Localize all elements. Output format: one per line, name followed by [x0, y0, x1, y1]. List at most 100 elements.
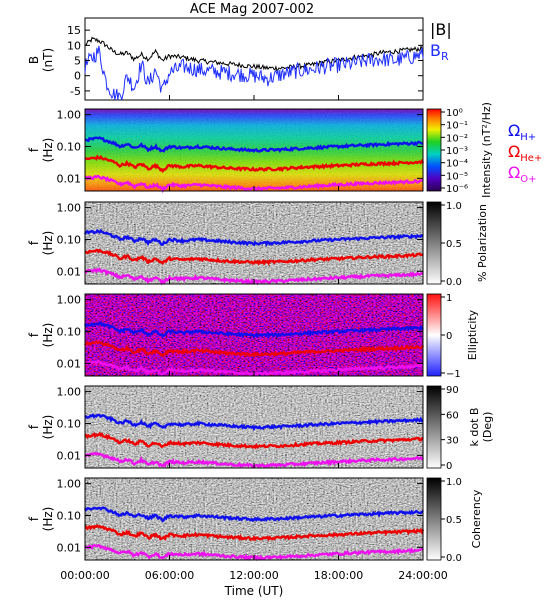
colorbar-tick-label: 10⁻³ [446, 146, 468, 157]
x-tick-label: 24:00:00 [398, 569, 447, 582]
colorbar-tick-label: 10⁰ [446, 108, 463, 119]
ellipticity-gyro-h [83, 321, 424, 339]
coherency-y-tick-label: 1.00 [57, 478, 82, 491]
intensity-gyro-he [84, 154, 425, 174]
colorbar-tick-label: 10⁻¹ [446, 121, 468, 132]
polarization-gyro-h [83, 228, 424, 247]
x-axis-ticks: 00:00:00 06:00:00 12:00:00 18:00:00 24:00:00 [60, 95, 448, 582]
colorbar-tick-label: 10⁻⁶ [446, 184, 468, 195]
coherency-gyro-he [84, 524, 425, 542]
field-y-tick-label: 15 [67, 24, 81, 37]
field-y-ticks: -5 0 5 10 15 [67, 24, 423, 98]
colorbar-tick-label: 90 [446, 385, 459, 396]
ellipticity-y-tick-label: 0.01 [57, 357, 82, 370]
colorbar-label-kdotb: k dot B [468, 408, 481, 447]
colorbar-label-kdotb-unit: (Deg) [481, 412, 494, 443]
ellipticity-ylabel-unit: (Hz) [41, 323, 55, 348]
x-tick-label: 06:00:00 [145, 569, 194, 582]
coherency-y-tick-label: 0.01 [57, 541, 82, 554]
polarization-y-tick-label: 0.10 [57, 233, 82, 246]
coherency-gyro-h [83, 506, 424, 523]
intensity-ylabel-f: f [27, 147, 41, 152]
polarization-overlay: 0.01 0.10 1.00 f (Hz) [27, 201, 424, 286]
colorbar-tick-label: 0 [446, 331, 452, 342]
colorbar-tick-label: 0 [446, 461, 452, 472]
field-series-total [84, 36, 424, 72]
x-tick-label: 12:00:00 [229, 569, 278, 582]
colorbar-tick-label: 10⁻² [446, 133, 468, 144]
field-y-tick-label: 10 [67, 39, 81, 52]
coherency-ylabel-f: f [27, 516, 41, 521]
polarization-ylabel-unit: (Hz) [41, 231, 55, 256]
field-ylabel-b: B [27, 56, 41, 64]
gyro-legend: ΩH+ ΩHe+ ΩO+ [508, 121, 542, 185]
kdotb-y-tick-label: 1.00 [57, 386, 82, 399]
colorbar-label-ellipticity: Ellipticity [466, 309, 479, 360]
polarization-gyro-he [84, 248, 424, 266]
colorbar-tick-label: 10⁻⁴ [446, 159, 468, 170]
colorbar-tick-label: 1.0 [446, 201, 462, 212]
colorbar-intensity [426, 108, 442, 192]
colorbar-kdotb [426, 385, 442, 469]
coherency-ylabel-unit: (Hz) [41, 507, 55, 532]
colorbar-tick-label: 0.0 [446, 553, 462, 564]
colorbar-tick-label: 0.5 [446, 515, 462, 526]
colorbar-tick-label: 30 [446, 436, 459, 447]
polarization-y-tick-label: 0.01 [57, 265, 82, 278]
intensity-gyro-h [84, 136, 424, 154]
intensity-y-tick-label: 0.01 [57, 172, 82, 185]
kdotb-overlay: 0.01 0.10 1.00 f (Hz) [27, 385, 424, 469]
intensity-panel [85, 109, 423, 191]
colorbar-label-polarization: % Polarization [476, 204, 489, 282]
field-y-tick-label: 5 [74, 55, 81, 68]
colorbar-label-coherency: Coherency [470, 489, 483, 548]
legend-proton-gyro: ΩH+ [508, 121, 536, 143]
colorbar-tick-label: 1 [446, 293, 452, 304]
field-ylabel-unit: (nT) [41, 48, 55, 72]
ellipticity-overlay: 0.01 0.10 1.00 f (Hz) [27, 293, 425, 377]
colorbar-ellipticity [426, 293, 442, 377]
field-series-radial [84, 45, 424, 101]
field-series-group [84, 36, 424, 101]
field-panel: -5 0 5 10 15 B (nT) |B| BR [27, 17, 452, 101]
x-axis-label: Time (UT) [224, 584, 284, 598]
chart-title: ACE Mag 2007-002 [190, 2, 314, 17]
ellipticity-y-tick-label: 0.10 [57, 325, 82, 338]
legend-helium-gyro: ΩHe+ [508, 142, 542, 164]
colorbar-polarization [426, 201, 442, 285]
legend-radial-field: BR [430, 41, 449, 63]
colorbar-tick-label: 60 [446, 410, 459, 421]
spectral-overlays: 0.010.101.00f (Hz)0.010.101.00f (Hz)0.010.… [27, 108, 425, 562]
ellipticity-gyro-he [84, 340, 425, 358]
ellipticity-ylabel-f: f [27, 332, 41, 337]
kdotb-ylabel-unit: (Hz) [41, 415, 55, 440]
field-y-tick-label: 0 [74, 70, 81, 83]
polarization-y-tick-label: 1.00 [57, 202, 82, 215]
colorbar-tick-label: 1.0 [446, 477, 462, 488]
intensity-y-tick-label: 0.10 [57, 140, 82, 153]
legend-total-field: |B| [430, 20, 452, 39]
coherency-overlay: 0.01 0.10 1.00 f (Hz) [27, 477, 425, 562]
kdotb-gyro-he [84, 431, 424, 450]
intensity-y-tick-label: 1.00 [57, 109, 82, 122]
colorbars: 10⁰ 10⁻¹10⁻² 10⁻³ 10⁻⁴10⁻⁵ 10⁻⁶ 1.0 0.5 0.0 1 0 −1… [426, 102, 494, 564]
colorbar-tick-label: 10⁻⁵ [446, 171, 468, 182]
colorbar-coherency [426, 477, 442, 561]
colorbar-tick-label: 0.5 [446, 239, 462, 250]
legend-oxygen-gyro: ΩO+ [508, 163, 536, 185]
kdotb-gyro-h [84, 412, 424, 432]
kdotb-y-tick-label: 0.01 [57, 449, 82, 462]
ellipticity-y-tick-label: 1.00 [57, 294, 82, 307]
colorbar-label-intensity: Intensity (nT²/Hz) [480, 102, 493, 198]
x-tick-label: 00:00:00 [60, 569, 109, 582]
intensity-overlay: 0.01 0.10 1.00 f (Hz) [27, 108, 425, 194]
x-tick-label: 18:00:00 [314, 569, 363, 582]
coherency-y-tick-label: 0.10 [57, 509, 82, 522]
intensity-ylabel-unit: (Hz) [41, 138, 55, 163]
kdotb-ylabel-f: f [27, 424, 41, 429]
colorbar-ticks: 10⁰ 10⁻¹10⁻² 10⁻³ 10⁻⁴10⁻⁵ 10⁻⁶ 1.0 0.5 0.0 1 0 −1… [441, 108, 468, 564]
polarization-ylabel-f: f [27, 240, 41, 245]
field-y-tick-label: -5 [70, 85, 81, 98]
kdotb-y-tick-label: 0.10 [57, 417, 82, 430]
